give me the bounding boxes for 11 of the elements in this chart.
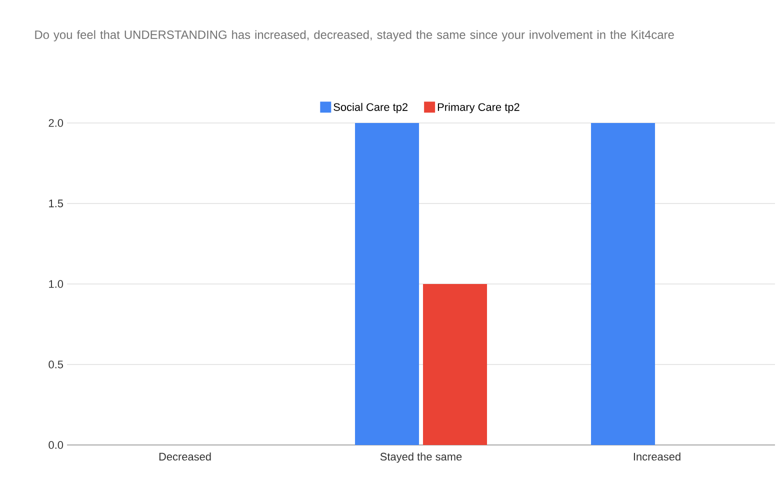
y-tick-label: 0.0 [48, 441, 64, 449]
legend-label: Primary Care tp2 [438, 102, 520, 114]
x-tick-label: Increased [634, 452, 680, 461]
x-tick-label: Decreased [159, 452, 211, 461]
y-tick-label: 1.5 [49, 200, 64, 208]
y-tick-label: 1.0 [49, 280, 64, 288]
x-tick-label: Stayed the same [380, 452, 462, 463]
y-tick-label: 0.5 [48, 360, 64, 368]
chart-title: Do you feel that UNDERSTANDING has increased, decreased, stayed the same since your involvement in the Kit4care [35, 30, 674, 42]
legend-label: Social Care tp2 [334, 102, 408, 114]
y-tick-label: 2.0 [48, 119, 64, 127]
